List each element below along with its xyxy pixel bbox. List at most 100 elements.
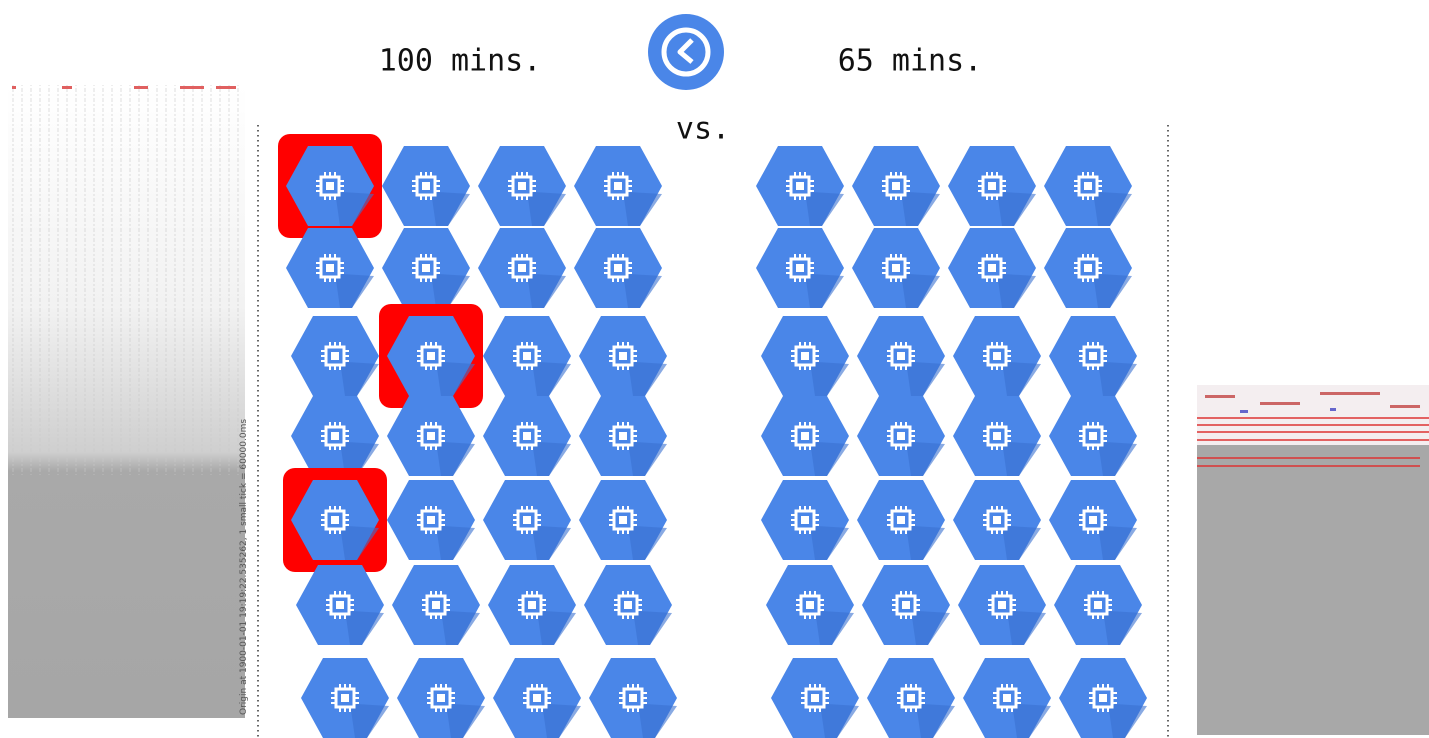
chip: [516, 345, 538, 367]
chip-core: [897, 516, 905, 524]
chip-core: [427, 516, 435, 524]
chip-core: [331, 432, 339, 440]
vm-shadow: [341, 362, 379, 396]
chip-core: [892, 182, 900, 190]
chip-core: [897, 352, 905, 360]
chip-core: [801, 432, 809, 440]
right-time: 65 mins.: [838, 44, 983, 79]
chip: [511, 175, 533, 197]
chip-core: [528, 601, 536, 609]
chip: [885, 175, 907, 197]
vm-shadow: [437, 362, 475, 396]
chip: [1082, 345, 1104, 367]
chip: [622, 687, 644, 709]
vm-shadow: [1013, 704, 1051, 738]
vm: [296, 565, 384, 645]
chip: [1092, 687, 1114, 709]
vm: [756, 228, 844, 308]
chip: [420, 509, 442, 531]
chip: [511, 257, 533, 279]
vm: [761, 316, 849, 396]
vm-shadow: [816, 611, 854, 645]
chip-core: [427, 432, 435, 440]
vm-shadow: [533, 362, 571, 396]
vm: [766, 565, 854, 645]
vm: [862, 565, 950, 645]
vm-shadow: [346, 611, 384, 645]
vm: [478, 228, 566, 308]
vm: [579, 396, 667, 476]
vm: [291, 316, 379, 396]
chip: [334, 687, 356, 709]
vm-shadow: [1104, 611, 1142, 645]
vm: [953, 396, 1041, 476]
chip-core: [523, 516, 531, 524]
vm-shadow: [341, 526, 379, 560]
vm-shadow: [432, 192, 470, 226]
chip: [804, 687, 826, 709]
vm: [761, 396, 849, 476]
chip: [794, 425, 816, 447]
chip: [415, 175, 437, 197]
vm-shadow: [1003, 526, 1041, 560]
vm: [483, 396, 571, 476]
vm-shadow: [1109, 704, 1147, 738]
chip-core: [619, 352, 627, 360]
chip: [420, 345, 442, 367]
chip-core: [1099, 694, 1107, 702]
vm-shadow: [1094, 274, 1132, 308]
chip-core: [523, 352, 531, 360]
chip-core: [523, 432, 531, 440]
vm-shadow: [806, 274, 844, 308]
vm: [589, 658, 677, 738]
chip: [425, 594, 447, 616]
vm: [483, 480, 571, 560]
chip-core: [533, 694, 541, 702]
vm-shadow: [442, 611, 480, 645]
chip-core: [341, 694, 349, 702]
vm-highlighted: [379, 304, 483, 408]
vm: [301, 658, 389, 738]
chip-core: [437, 694, 445, 702]
chip: [329, 594, 351, 616]
chip-core: [422, 182, 430, 190]
vm-shadow: [998, 274, 1036, 308]
vm: [958, 565, 1046, 645]
right-trace: [1197, 385, 1429, 735]
chip: [516, 509, 538, 531]
vm-shadow: [538, 611, 576, 645]
chip: [319, 257, 341, 279]
chip-core: [432, 601, 440, 609]
vm: [584, 565, 672, 645]
chip: [885, 257, 907, 279]
vm: [286, 228, 374, 308]
vm: [1049, 316, 1137, 396]
chip-core: [998, 601, 1006, 609]
vm-shadow: [629, 526, 667, 560]
chip-core: [1084, 182, 1092, 190]
chip-core: [624, 601, 632, 609]
vm: [756, 146, 844, 226]
vm-shadow: [1003, 362, 1041, 396]
vm: [387, 480, 475, 560]
chip-core: [518, 264, 526, 272]
vm-shadow: [533, 526, 571, 560]
vm-shadow: [624, 274, 662, 308]
chip-core: [1089, 352, 1097, 360]
vm-shadow: [1099, 442, 1137, 476]
trace-caption: Origin at 1900-01-01 19:19:22.535262, 1 …: [239, 419, 249, 715]
chip-core: [1003, 694, 1011, 702]
vm: [291, 396, 379, 476]
chip: [981, 257, 1003, 279]
vm: [857, 480, 945, 560]
vm-shadow: [634, 611, 672, 645]
chip: [996, 687, 1018, 709]
chip: [607, 175, 629, 197]
vm-highlighted: [283, 468, 387, 572]
vs-label: vs.: [676, 112, 730, 147]
vm: [852, 228, 940, 308]
chip-core: [801, 516, 809, 524]
chip-core: [993, 516, 1001, 524]
chip-core: [326, 182, 334, 190]
